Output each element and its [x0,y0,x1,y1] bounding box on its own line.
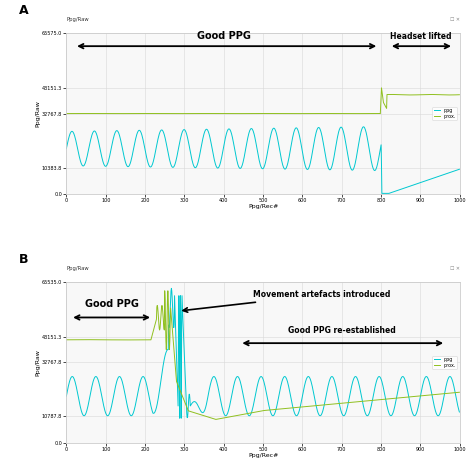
prox. [64,337,69,343]
Text: Good PPG re-established: Good PPG re-established [288,326,396,335]
prox. [237,412,243,418]
Legend: ppg, prox.: ppg, prox. [432,356,457,369]
prox. [104,111,109,117]
ppg [104,163,109,169]
prox. [64,111,69,117]
prox. [223,415,229,420]
Text: ☐ ✕: ☐ ✕ [450,17,460,22]
Text: ☐ ✕: ☐ ✕ [450,266,460,271]
Legend: ppg, prox.: ppg, prox. [432,107,457,120]
ppg [223,413,229,418]
prox. [456,92,462,98]
ppg [237,379,243,385]
Text: Headset lifted: Headset lifted [390,32,451,41]
Text: Good PPG: Good PPG [197,31,251,41]
ppg [64,146,69,151]
ppg [361,124,366,129]
X-axis label: Ppg/Rec#: Ppg/Rec# [248,204,278,209]
prox. [237,111,243,117]
Line: ppg: ppg [66,288,459,418]
prox. [223,111,228,117]
Text: Ppg/Raw: Ppg/Raw [66,17,89,22]
Text: B: B [19,253,28,266]
Line: prox.: prox. [66,88,459,114]
Text: A: A [19,4,29,18]
Y-axis label: Ppg/Raw: Ppg/Raw [36,100,41,127]
Line: ppg: ppg [66,127,459,193]
ppg [64,393,69,399]
ppg [456,167,462,172]
prox. [334,111,339,117]
ppg [379,190,385,196]
prox. [162,288,168,294]
Y-axis label: Ppg/Raw: Ppg/Raw [36,349,41,376]
ppg [333,141,339,147]
ppg [237,165,242,171]
prox. [370,110,376,116]
Text: Movement artefacts introduced: Movement artefacts introduced [183,290,391,312]
prox. [378,397,383,403]
prox. [377,111,383,117]
prox. [104,337,109,343]
ppg [104,412,109,417]
prox. [371,397,376,403]
ppg [370,166,376,171]
prox. [456,389,462,395]
prox. [108,111,113,117]
Text: Ppg/Raw: Ppg/Raw [66,266,89,271]
X-axis label: Ppg/Rec#: Ppg/Rec# [248,453,278,458]
Line: prox.: prox. [66,291,459,419]
prox. [334,401,340,407]
ppg [378,376,383,381]
ppg [371,391,376,397]
prox. [213,416,219,422]
ppg [334,389,340,395]
ppg [169,286,174,291]
ppg [456,409,462,415]
ppg [377,146,383,151]
ppg [177,416,182,421]
ppg [222,136,228,141]
prox. [379,85,384,91]
Text: Good PPG: Good PPG [85,299,138,309]
